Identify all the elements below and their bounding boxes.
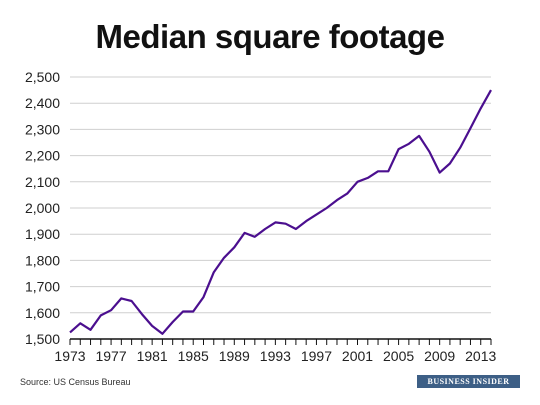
x-tick-label: 1973 <box>54 348 85 364</box>
y-tick-label: 2,100 <box>25 174 60 190</box>
x-tick-label: 2013 <box>465 348 496 364</box>
series <box>69 89 492 335</box>
x-tick-label: 2001 <box>342 348 373 364</box>
y-tick-label: 1,500 <box>25 331 60 347</box>
x-tick-label: 1981 <box>137 348 168 364</box>
source-note: Source: US Census Bureau <box>20 377 131 387</box>
x-tick-label: 1989 <box>219 348 250 364</box>
chart-title: Median square footage <box>95 18 445 55</box>
y-tick-label: 2,300 <box>25 121 60 137</box>
x-tick-label: 2009 <box>424 348 455 364</box>
axes <box>69 338 492 345</box>
x-tick-label: 1985 <box>178 348 209 364</box>
x-tick-label: 1977 <box>95 348 126 364</box>
x-tick-label: 2005 <box>383 348 414 364</box>
x-tick-label: 1993 <box>260 348 291 364</box>
y-tick-label: 2,400 <box>25 95 60 111</box>
y-tick-labels: 1,500 1,600 1,700 1,800 1,900 2,000 2,100 2,200… <box>25 69 60 347</box>
series-line <box>69 89 492 335</box>
y-tick-label: 1,900 <box>25 226 60 242</box>
gridlines <box>70 76 491 314</box>
x-tick-label: 1997 <box>301 348 332 364</box>
y-tick-label: 2,500 <box>25 69 60 85</box>
y-tick-label: 1,700 <box>25 279 60 295</box>
y-tick-label: 1,600 <box>25 305 60 321</box>
brand-logo: BUSINESS INSIDER <box>417 375 520 388</box>
y-tick-label: 2,200 <box>25 148 60 164</box>
y-tick-label: 2,000 <box>25 200 60 216</box>
y-tick-label: 1,800 <box>25 252 60 268</box>
x-tick-labels: 1973 1977 1981 1985 1989 1993 1997 2001 2005 2009… <box>54 348 496 364</box>
